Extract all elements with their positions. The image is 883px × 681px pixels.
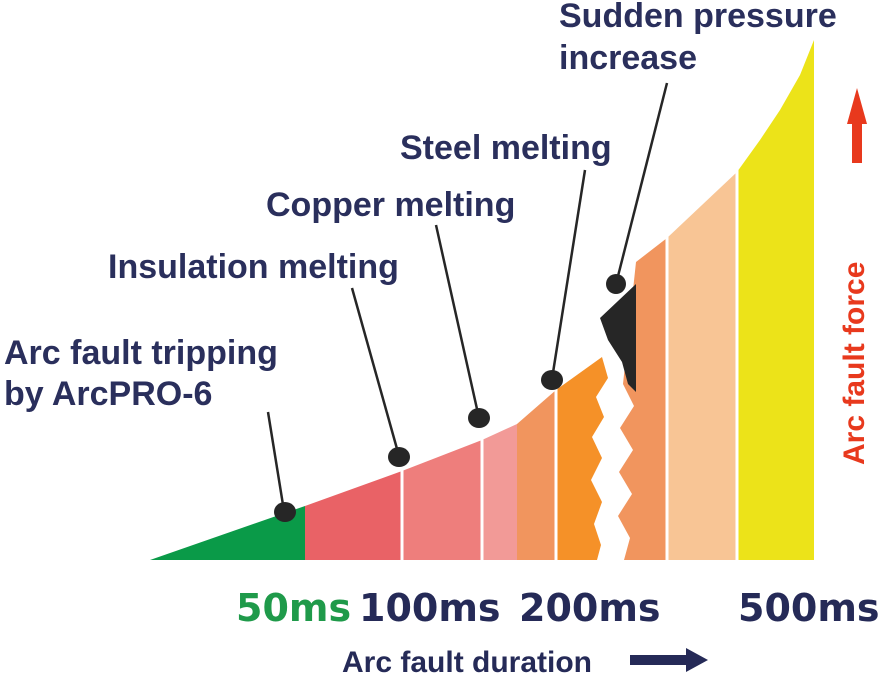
y-axis-title: Arc fault force xyxy=(838,262,871,465)
leader-insulation xyxy=(350,287,401,457)
marker-pressure xyxy=(606,274,626,294)
leader-copper xyxy=(434,224,481,419)
zone-peach xyxy=(667,172,737,560)
zone-insulation-salmon xyxy=(402,440,482,560)
zone-100ms-red xyxy=(305,471,402,560)
marker-steel xyxy=(541,370,563,390)
zone-steel-orange-light xyxy=(517,390,556,560)
zone-200ms-orange xyxy=(556,357,608,560)
tick-50ms: 50ms xyxy=(236,586,351,630)
tick-200ms: 200ms xyxy=(519,586,661,630)
tick-500ms: 500ms xyxy=(738,586,880,630)
marker-copper xyxy=(468,408,490,428)
right-arrow-icon xyxy=(630,648,708,672)
zone-copper-pink xyxy=(482,424,517,560)
ramp-left xyxy=(150,357,608,560)
leader-steel xyxy=(550,169,587,380)
label-pressure-line2: increase xyxy=(559,39,697,77)
marker-tripping xyxy=(274,502,296,522)
markers xyxy=(274,274,626,522)
label-tripping-line2: by ArcPRO-6 xyxy=(4,375,212,413)
leader-lines xyxy=(266,82,669,512)
label-tripping-line1: Arc fault tripping xyxy=(4,334,278,372)
marker-insulation xyxy=(388,447,410,467)
up-arrow-icon xyxy=(847,88,867,163)
leader-tripping xyxy=(266,411,286,512)
label-pressure-line1: Sudden pressure xyxy=(559,0,837,35)
ramp-right xyxy=(600,40,814,560)
leader-pressure xyxy=(614,82,669,285)
zone-50ms-green xyxy=(150,506,305,560)
zone-500ms-yellow xyxy=(737,40,814,560)
pressure-spike-dark xyxy=(600,284,636,392)
zone-separators xyxy=(400,170,739,561)
label-insulation-melting: Insulation melting xyxy=(108,248,399,286)
x-axis-title: Arc fault duration xyxy=(342,646,592,679)
label-copper-melting: Copper melting xyxy=(266,186,515,224)
label-steel-melting: Steel melting xyxy=(400,129,612,167)
tick-100ms: 100ms xyxy=(359,586,501,630)
